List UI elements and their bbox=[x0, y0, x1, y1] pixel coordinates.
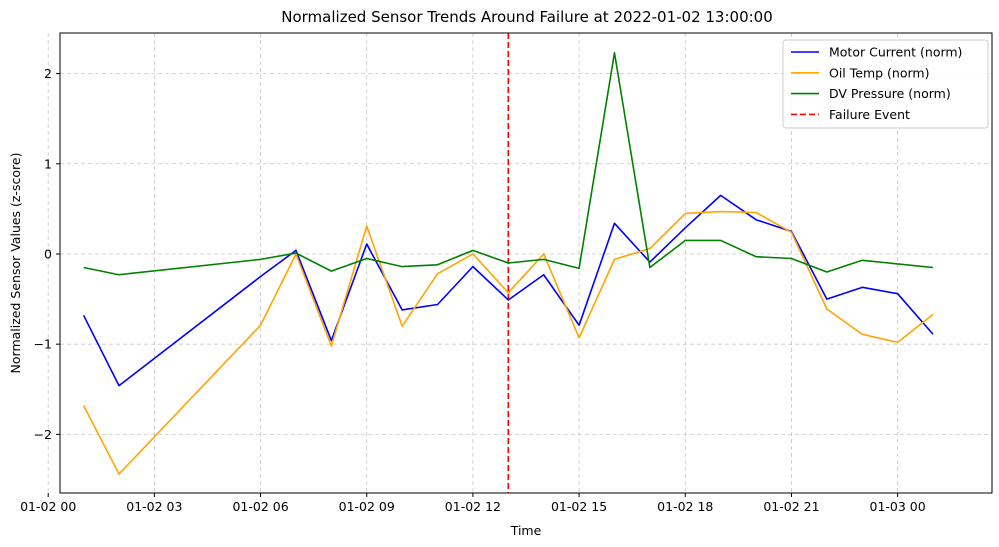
series-line bbox=[83, 52, 934, 276]
x-tick-label: 01-02 15 bbox=[551, 499, 607, 514]
gridlines bbox=[47, 33, 992, 493]
x-tick-label: 01-02 03 bbox=[126, 499, 182, 514]
x-tick-label: 01-02 18 bbox=[657, 499, 713, 514]
x-tick-label: 01-02 12 bbox=[445, 499, 501, 514]
y-tick-label: 2 bbox=[44, 66, 52, 81]
x-tick-label: 01-02 09 bbox=[339, 499, 395, 514]
x-tick-label: 01-02 00 bbox=[20, 499, 76, 514]
legend-label: Motor Current (norm) bbox=[829, 45, 962, 60]
y-axis-ticks: −2 −1 0 1 2 bbox=[34, 66, 60, 442]
series-oil-temp-norm bbox=[82, 210, 934, 475]
legend-label: Oil Temp (norm) bbox=[829, 65, 929, 80]
x-tick-label: 01-03 00 bbox=[870, 499, 926, 514]
y-tick-label: 1 bbox=[44, 156, 52, 171]
legend-box bbox=[782, 39, 989, 129]
legend-label: Failure Event bbox=[829, 107, 910, 122]
x-tick-label: 01-02 21 bbox=[763, 499, 819, 514]
legend: Motor Current (norm) Oil Temp (norm) DV Pr… bbox=[782, 39, 989, 129]
y-tick-label: −1 bbox=[34, 337, 52, 352]
y-axis-label: Normalized Sensor Values (z-score) bbox=[8, 153, 23, 374]
chart-title: Normalized Sensor Trends Around Failure … bbox=[281, 8, 773, 26]
series-dv-pressure-norm bbox=[83, 52, 934, 276]
series-lines bbox=[82, 52, 934, 475]
x-tick-label: 01-02 06 bbox=[232, 499, 288, 514]
plot-frame bbox=[59, 32, 993, 494]
x-axis-label: Time bbox=[510, 523, 542, 538]
series-line bbox=[82, 210, 934, 475]
x-axis-ticks: 01-02 00 01-02 03 01-02 06 01-02 09 01-02 12… bbox=[20, 493, 926, 514]
y-tick-label: 0 bbox=[44, 246, 52, 261]
legend-label: DV Pressure (norm) bbox=[829, 86, 951, 101]
y-tick-label: −2 bbox=[34, 427, 52, 442]
